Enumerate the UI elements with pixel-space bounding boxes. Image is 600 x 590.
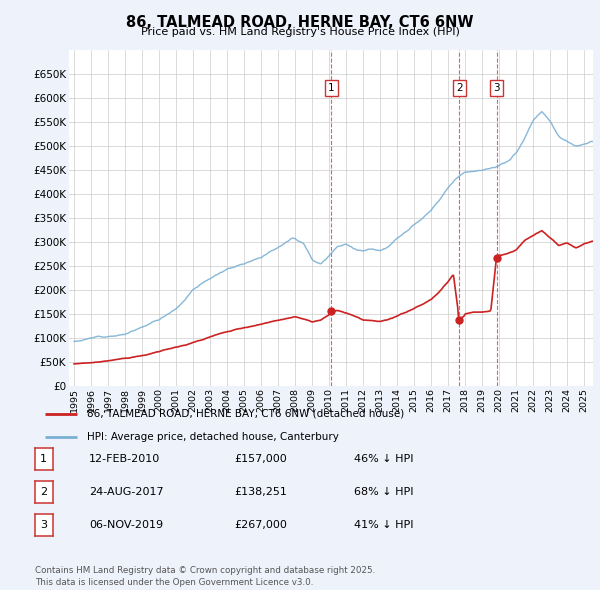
Text: 86, TALMEAD ROAD, HERNE BAY, CT6 6NW (detached house): 86, TALMEAD ROAD, HERNE BAY, CT6 6NW (de… — [88, 409, 404, 419]
Text: 2: 2 — [40, 487, 47, 497]
Text: Price paid vs. HM Land Registry's House Price Index (HPI): Price paid vs. HM Land Registry's House … — [140, 27, 460, 37]
Text: 06-NOV-2019: 06-NOV-2019 — [89, 520, 163, 530]
Text: 3: 3 — [493, 83, 500, 93]
Text: £138,251: £138,251 — [234, 487, 287, 497]
Text: Contains HM Land Registry data © Crown copyright and database right 2025.
This d: Contains HM Land Registry data © Crown c… — [35, 566, 375, 587]
Text: £157,000: £157,000 — [234, 454, 287, 464]
Text: 1: 1 — [328, 83, 334, 93]
Text: 41% ↓ HPI: 41% ↓ HPI — [354, 520, 413, 530]
Text: 12-FEB-2010: 12-FEB-2010 — [89, 454, 160, 464]
Text: 86, TALMEAD ROAD, HERNE BAY, CT6 6NW: 86, TALMEAD ROAD, HERNE BAY, CT6 6NW — [126, 15, 474, 30]
Text: 3: 3 — [40, 520, 47, 530]
Text: 1: 1 — [40, 454, 47, 464]
Text: 46% ↓ HPI: 46% ↓ HPI — [354, 454, 413, 464]
Text: HPI: Average price, detached house, Canterbury: HPI: Average price, detached house, Cant… — [88, 432, 339, 442]
Text: £267,000: £267,000 — [234, 520, 287, 530]
Text: 2: 2 — [456, 83, 463, 93]
Text: 68% ↓ HPI: 68% ↓ HPI — [354, 487, 413, 497]
Text: 24-AUG-2017: 24-AUG-2017 — [89, 487, 163, 497]
